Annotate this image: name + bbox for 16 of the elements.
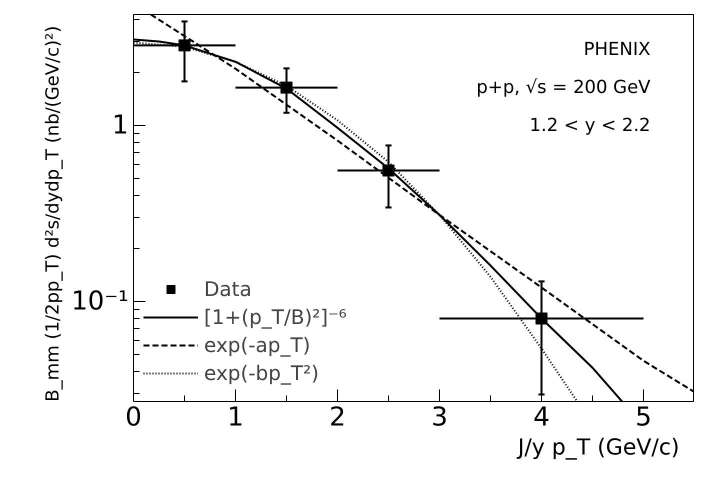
x-tick-label: 5 bbox=[635, 402, 652, 432]
x-tick-label: 1 bbox=[227, 402, 244, 432]
annotation: 1.2 < y < 2.2 bbox=[530, 115, 651, 136]
x-tick-label: 4 bbox=[533, 402, 550, 432]
y-axis-title: B_mm (1/2pp_T) d²s/dydp_T (nb/(GeV/c)²) bbox=[42, 26, 64, 402]
annotation: PHENIX bbox=[584, 39, 651, 60]
legend-label: Data bbox=[204, 277, 252, 301]
x-tick-label: 2 bbox=[329, 402, 346, 432]
annotation: p+p, √s = 200 GeV bbox=[476, 77, 652, 98]
x-tick-label: 3 bbox=[431, 402, 448, 432]
y-tick-label: 10⁻¹ bbox=[71, 286, 129, 316]
legend-label: exp(-bp_T²) bbox=[204, 361, 319, 385]
x-axis-title: J/y p_T (GeV/c) bbox=[516, 436, 680, 460]
x-tick-label: 0 bbox=[125, 402, 142, 432]
legend-label: exp(-ap_T) bbox=[204, 333, 310, 357]
legend-label: [1+(p_T/B)²]⁻⁶ bbox=[204, 305, 347, 329]
